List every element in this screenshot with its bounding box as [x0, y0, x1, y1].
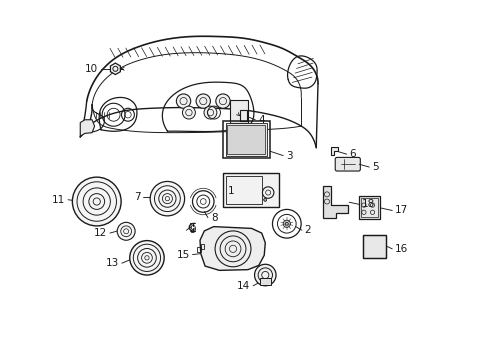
FancyBboxPatch shape [335, 157, 360, 171]
Text: 1: 1 [227, 186, 234, 197]
Bar [225, 176, 261, 204]
Text: 15: 15 [176, 249, 189, 260]
Text: 6: 6 [349, 149, 355, 159]
Bar [362, 235, 386, 258]
Circle shape [264, 198, 266, 201]
Bar [240, 110, 246, 121]
Circle shape [254, 264, 276, 286]
Polygon shape [80, 120, 94, 136]
Bar [362, 235, 386, 258]
Text: 10: 10 [85, 64, 98, 74]
Circle shape [129, 240, 164, 275]
Bar [223, 121, 269, 158]
Circle shape [264, 198, 266, 201]
Circle shape [182, 106, 195, 119]
Bar [260, 278, 270, 285]
Bar [225, 123, 266, 156]
Polygon shape [330, 147, 337, 155]
Text: 2: 2 [304, 225, 311, 235]
Bar [223, 173, 278, 207]
Circle shape [285, 222, 287, 225]
Circle shape [176, 94, 190, 108]
Polygon shape [110, 63, 120, 75]
Bar [361, 198, 377, 217]
Text: 12: 12 [94, 228, 107, 238]
Text: 4: 4 [258, 115, 264, 125]
Text: 8: 8 [210, 213, 217, 222]
Text: 17: 17 [394, 206, 407, 216]
Text: 16: 16 [394, 244, 407, 254]
Circle shape [203, 106, 217, 119]
Polygon shape [200, 226, 265, 270]
Bar [359, 196, 379, 220]
Bar [227, 125, 265, 154]
Text: 3: 3 [285, 150, 292, 161]
Bar [230, 100, 247, 123]
Text: 18: 18 [362, 199, 375, 210]
Text: 9: 9 [189, 225, 196, 235]
Text: 11: 11 [52, 195, 65, 205]
Polygon shape [323, 186, 348, 218]
Circle shape [72, 177, 121, 226]
Text: 5: 5 [371, 162, 378, 172]
Circle shape [150, 181, 184, 216]
Text: 14: 14 [237, 281, 250, 291]
Text: 13: 13 [105, 258, 119, 268]
Circle shape [215, 94, 230, 108]
Circle shape [196, 94, 210, 108]
Circle shape [117, 222, 135, 240]
Circle shape [264, 198, 266, 201]
Text: 7: 7 [134, 192, 140, 202]
